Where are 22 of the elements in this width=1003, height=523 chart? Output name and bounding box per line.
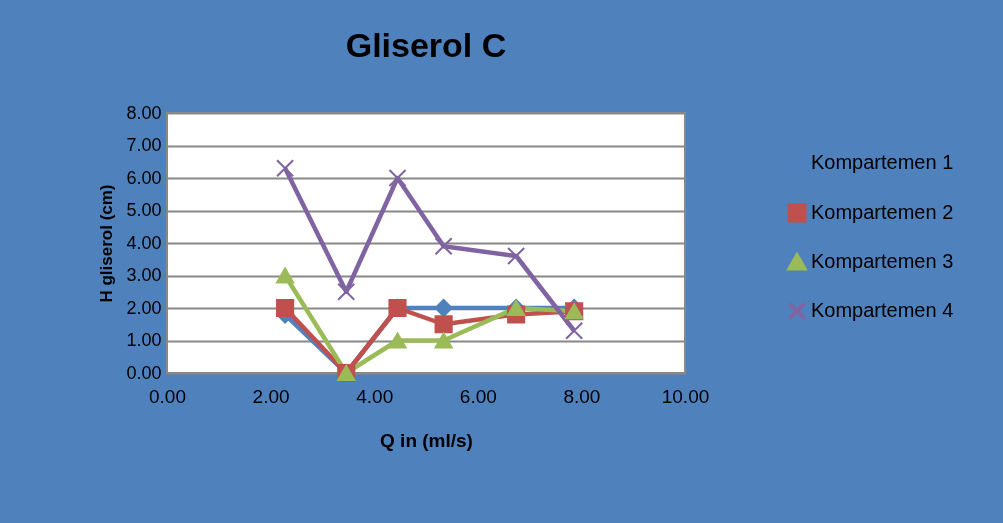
y-tick-label: 6.00 — [126, 167, 162, 188]
y-tick-label: 2.00 — [126, 297, 162, 318]
y-tick-label: 4.00 — [126, 232, 162, 253]
x-axis-title: Q in (ml/s) — [380, 429, 473, 451]
x-tick-label: 2.00 — [252, 385, 290, 407]
legend-label: Kompartemen 3 — [811, 250, 954, 272]
chart-title: Gliserol C — [345, 26, 507, 64]
x-tick-label: 4.00 — [356, 385, 394, 407]
y-tick-label: 0.00 — [126, 362, 162, 383]
y-tick-label: 3.00 — [126, 265, 162, 285]
legend-label: Kompartemen 2 — [811, 201, 954, 223]
y-tick-label: 5.00 — [126, 200, 162, 220]
y-tick-label: 1.00 — [126, 330, 162, 350]
y-tick-label: 8.00 — [126, 102, 162, 123]
x-tick-label: 6.00 — [459, 385, 497, 407]
x-tick-label: 8.00 — [563, 385, 601, 407]
legend-label: Kompartemen 4 — [811, 299, 954, 321]
x-tick-label: 0.00 — [149, 385, 186, 407]
x-tick-label: 10.00 — [661, 385, 710, 407]
y-tick-label: 7.00 — [126, 135, 162, 155]
text: Kompartemen 1 — [811, 151, 954, 173]
y-axis-title: H gliserol (cm) — [97, 184, 117, 303]
